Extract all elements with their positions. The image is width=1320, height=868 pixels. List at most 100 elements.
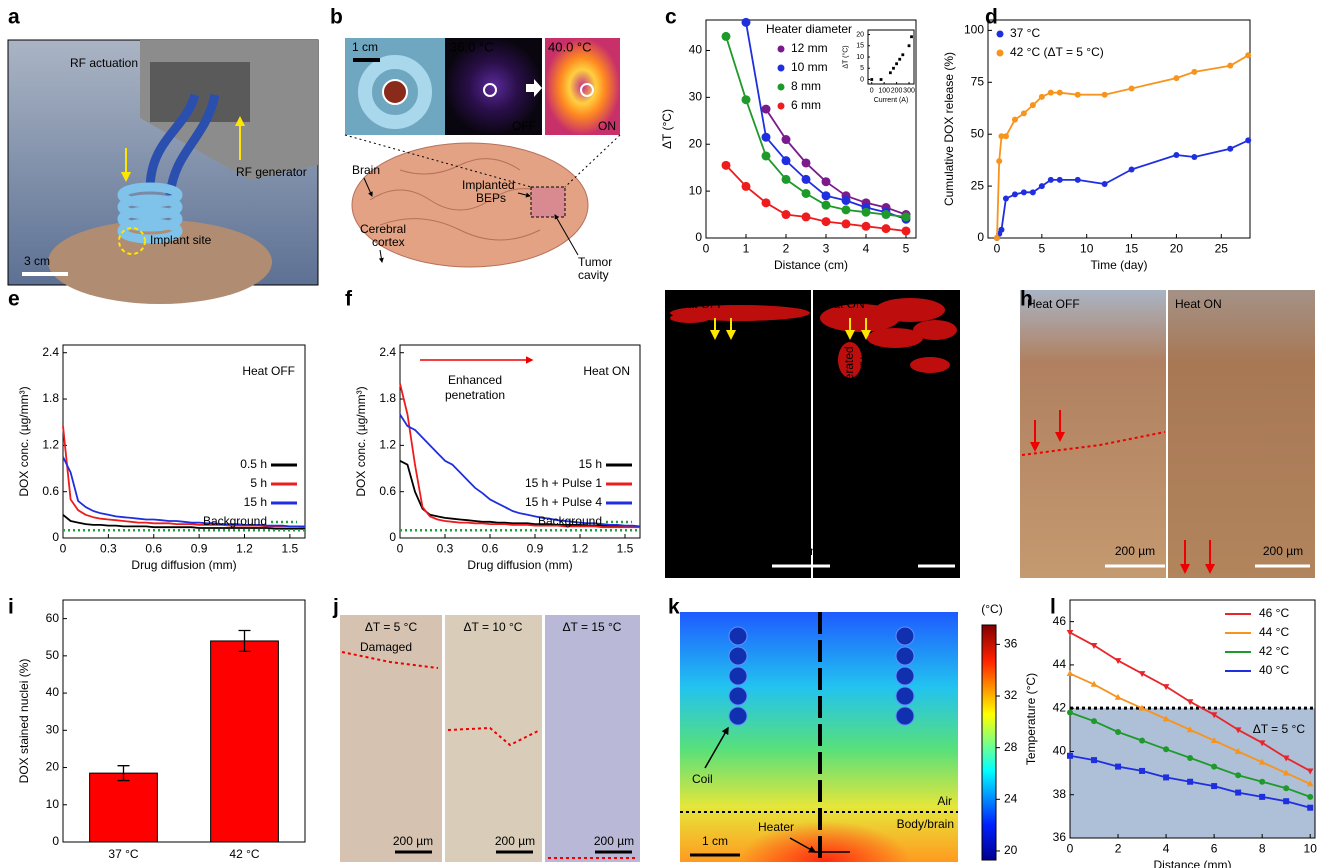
data-point — [1003, 133, 1009, 139]
series-line — [726, 165, 906, 231]
data-point — [722, 161, 731, 170]
x-tick-label: 8 — [1259, 842, 1266, 856]
y-tick-label: 46 — [1053, 614, 1067, 628]
x-tick-label: 0 — [994, 242, 1001, 256]
legend-label: 46 °C — [1259, 606, 1289, 620]
image-label: Air — [937, 794, 952, 808]
image-label: Tumor — [578, 255, 612, 269]
data-point — [1021, 189, 1027, 195]
annotation: Heat OFF — [242, 364, 295, 378]
x-tick-label: 0.3 — [100, 542, 117, 556]
series-line — [400, 384, 640, 528]
x-tick-label: 6 — [1211, 842, 1218, 856]
image-label: Accelerated — [842, 346, 856, 409]
x-tick-label: 0.9 — [191, 542, 208, 556]
y-tick-label: 1.8 — [42, 391, 59, 405]
y-tick-label: 0 — [860, 76, 864, 83]
x-tick-label: 2 — [783, 242, 790, 256]
legend-label: 5 h — [250, 476, 267, 490]
data-point — [1227, 63, 1233, 69]
data-point — [1129, 166, 1135, 172]
legend-label: 6 mm — [791, 98, 821, 112]
image-label: ON — [598, 119, 616, 133]
image-label: Coil — [692, 772, 713, 786]
x-tick-label: 1 — [743, 242, 750, 256]
y-tick-label: 0 — [977, 230, 984, 244]
data-point — [1115, 764, 1121, 770]
x-tick-label: 0.6 — [145, 542, 162, 556]
y-tick-label: 2.4 — [42, 345, 59, 359]
y-tick-label: 38 — [1053, 787, 1067, 801]
data-point — [1067, 710, 1073, 716]
data-point — [822, 201, 831, 210]
legend-label: 44 °C — [1259, 625, 1289, 639]
y-tick-label: 0 — [389, 530, 396, 544]
legend-label: 42 °C — [1259, 644, 1289, 658]
legend-swatch — [778, 46, 785, 53]
image-label: 200 µm — [393, 834, 433, 848]
y-tick-label: 10 — [689, 183, 703, 197]
image-label: 1 cm — [702, 834, 728, 848]
data-point — [742, 182, 751, 191]
y-axis-label: DOX conc. (µg/mm³) — [17, 386, 31, 496]
legend-swatch — [778, 84, 785, 91]
data-point — [862, 222, 871, 231]
y-tick-label: 0 — [52, 834, 59, 848]
data-point — [1173, 75, 1179, 81]
x-axis-label: Drug diffusion (mm) — [467, 558, 572, 572]
legend-label: 8 mm — [791, 79, 821, 93]
x-tick-label: 0 — [60, 542, 67, 556]
x-tick-label: 1.2 — [572, 542, 589, 556]
x-tick-label: 5 — [1038, 242, 1045, 256]
data-point — [998, 227, 1004, 233]
image-label: 40.0 °C — [548, 39, 592, 54]
image-label: Cerebral — [360, 222, 406, 236]
data-point — [782, 156, 791, 165]
x-tick-label: 37 °C — [108, 847, 138, 861]
image-label: RF actuation — [70, 56, 138, 70]
data-point — [822, 177, 831, 186]
y-tick-label: 0 — [52, 530, 59, 544]
image-label: Heater — [758, 820, 794, 834]
data-point — [1259, 779, 1265, 785]
data-point — [898, 58, 901, 61]
image-label: DOX delivery — [704, 343, 718, 414]
x-tick-label: 5 — [903, 242, 910, 256]
data-point — [994, 235, 1000, 241]
data-point — [782, 210, 791, 219]
data-point — [1187, 755, 1193, 761]
y-axis-label: Cumulative DOX release (%) — [942, 52, 956, 206]
data-point — [722, 32, 731, 41]
data-point — [908, 44, 911, 47]
x-tick-label: 25 — [1215, 242, 1229, 256]
image-label: 36.0 °C — [450, 39, 494, 54]
data-point — [1102, 181, 1108, 187]
legend-title: Heater diameter — [766, 22, 852, 36]
legend-label: 37 °C — [1010, 26, 1040, 40]
panel-label: i — [8, 596, 14, 619]
legend-label: 40 °C — [1259, 663, 1289, 677]
image-label: delivery — [856, 357, 870, 398]
image-label: Brain — [352, 163, 380, 177]
data-point — [1245, 137, 1251, 143]
image-label: RF generator — [236, 165, 307, 179]
y-tick-label: 25 — [971, 178, 985, 192]
data-point — [742, 95, 751, 104]
image-label: Implant site — [150, 233, 212, 247]
colorbar-tick-label: 36 — [1004, 637, 1018, 651]
data-point — [870, 78, 873, 81]
legend-label: Background — [538, 514, 602, 528]
data-point — [1283, 785, 1289, 791]
panel-label: c — [665, 6, 677, 29]
data-point — [1030, 189, 1036, 195]
x-axis-label: Distance (cm) — [774, 258, 848, 272]
data-point — [1259, 794, 1265, 800]
data-point — [1235, 790, 1241, 796]
data-point — [782, 135, 791, 144]
data-point — [1191, 69, 1197, 75]
data-point — [1283, 798, 1289, 804]
image-label: Damaged — [360, 640, 412, 654]
data-point — [1091, 718, 1097, 724]
data-point — [802, 189, 811, 198]
image-label: Implanted — [462, 178, 515, 192]
